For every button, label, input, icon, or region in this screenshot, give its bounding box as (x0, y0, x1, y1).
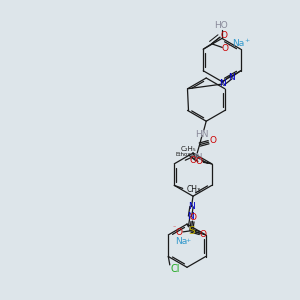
Text: HN: HN (195, 130, 209, 139)
Text: S: S (188, 226, 195, 236)
Text: N: N (187, 212, 194, 221)
Text: N: N (188, 202, 195, 211)
Text: ⁻: ⁻ (173, 226, 176, 231)
Text: Cl: Cl (171, 264, 180, 274)
Text: N: N (228, 73, 235, 82)
Text: Na: Na (232, 39, 244, 48)
Text: O: O (200, 230, 207, 239)
Text: HO: HO (214, 21, 227, 30)
Text: O: O (190, 213, 196, 222)
Text: O: O (222, 44, 229, 53)
Text: O: O (175, 228, 182, 237)
Text: HN: HN (189, 153, 202, 162)
Text: O: O (189, 156, 196, 165)
Text: ⁻: ⁻ (228, 45, 231, 50)
Text: CH₃: CH₃ (187, 185, 201, 194)
Text: Na: Na (175, 237, 187, 246)
Text: +: + (244, 38, 249, 43)
Text: O: O (209, 136, 216, 145)
Text: N: N (219, 80, 226, 88)
Text: +: + (186, 238, 191, 243)
Text: O: O (220, 31, 227, 40)
Text: Ethoxy: Ethoxy (176, 152, 195, 157)
Text: O: O (196, 157, 202, 166)
Text: C₂H₅: C₂H₅ (180, 146, 196, 152)
